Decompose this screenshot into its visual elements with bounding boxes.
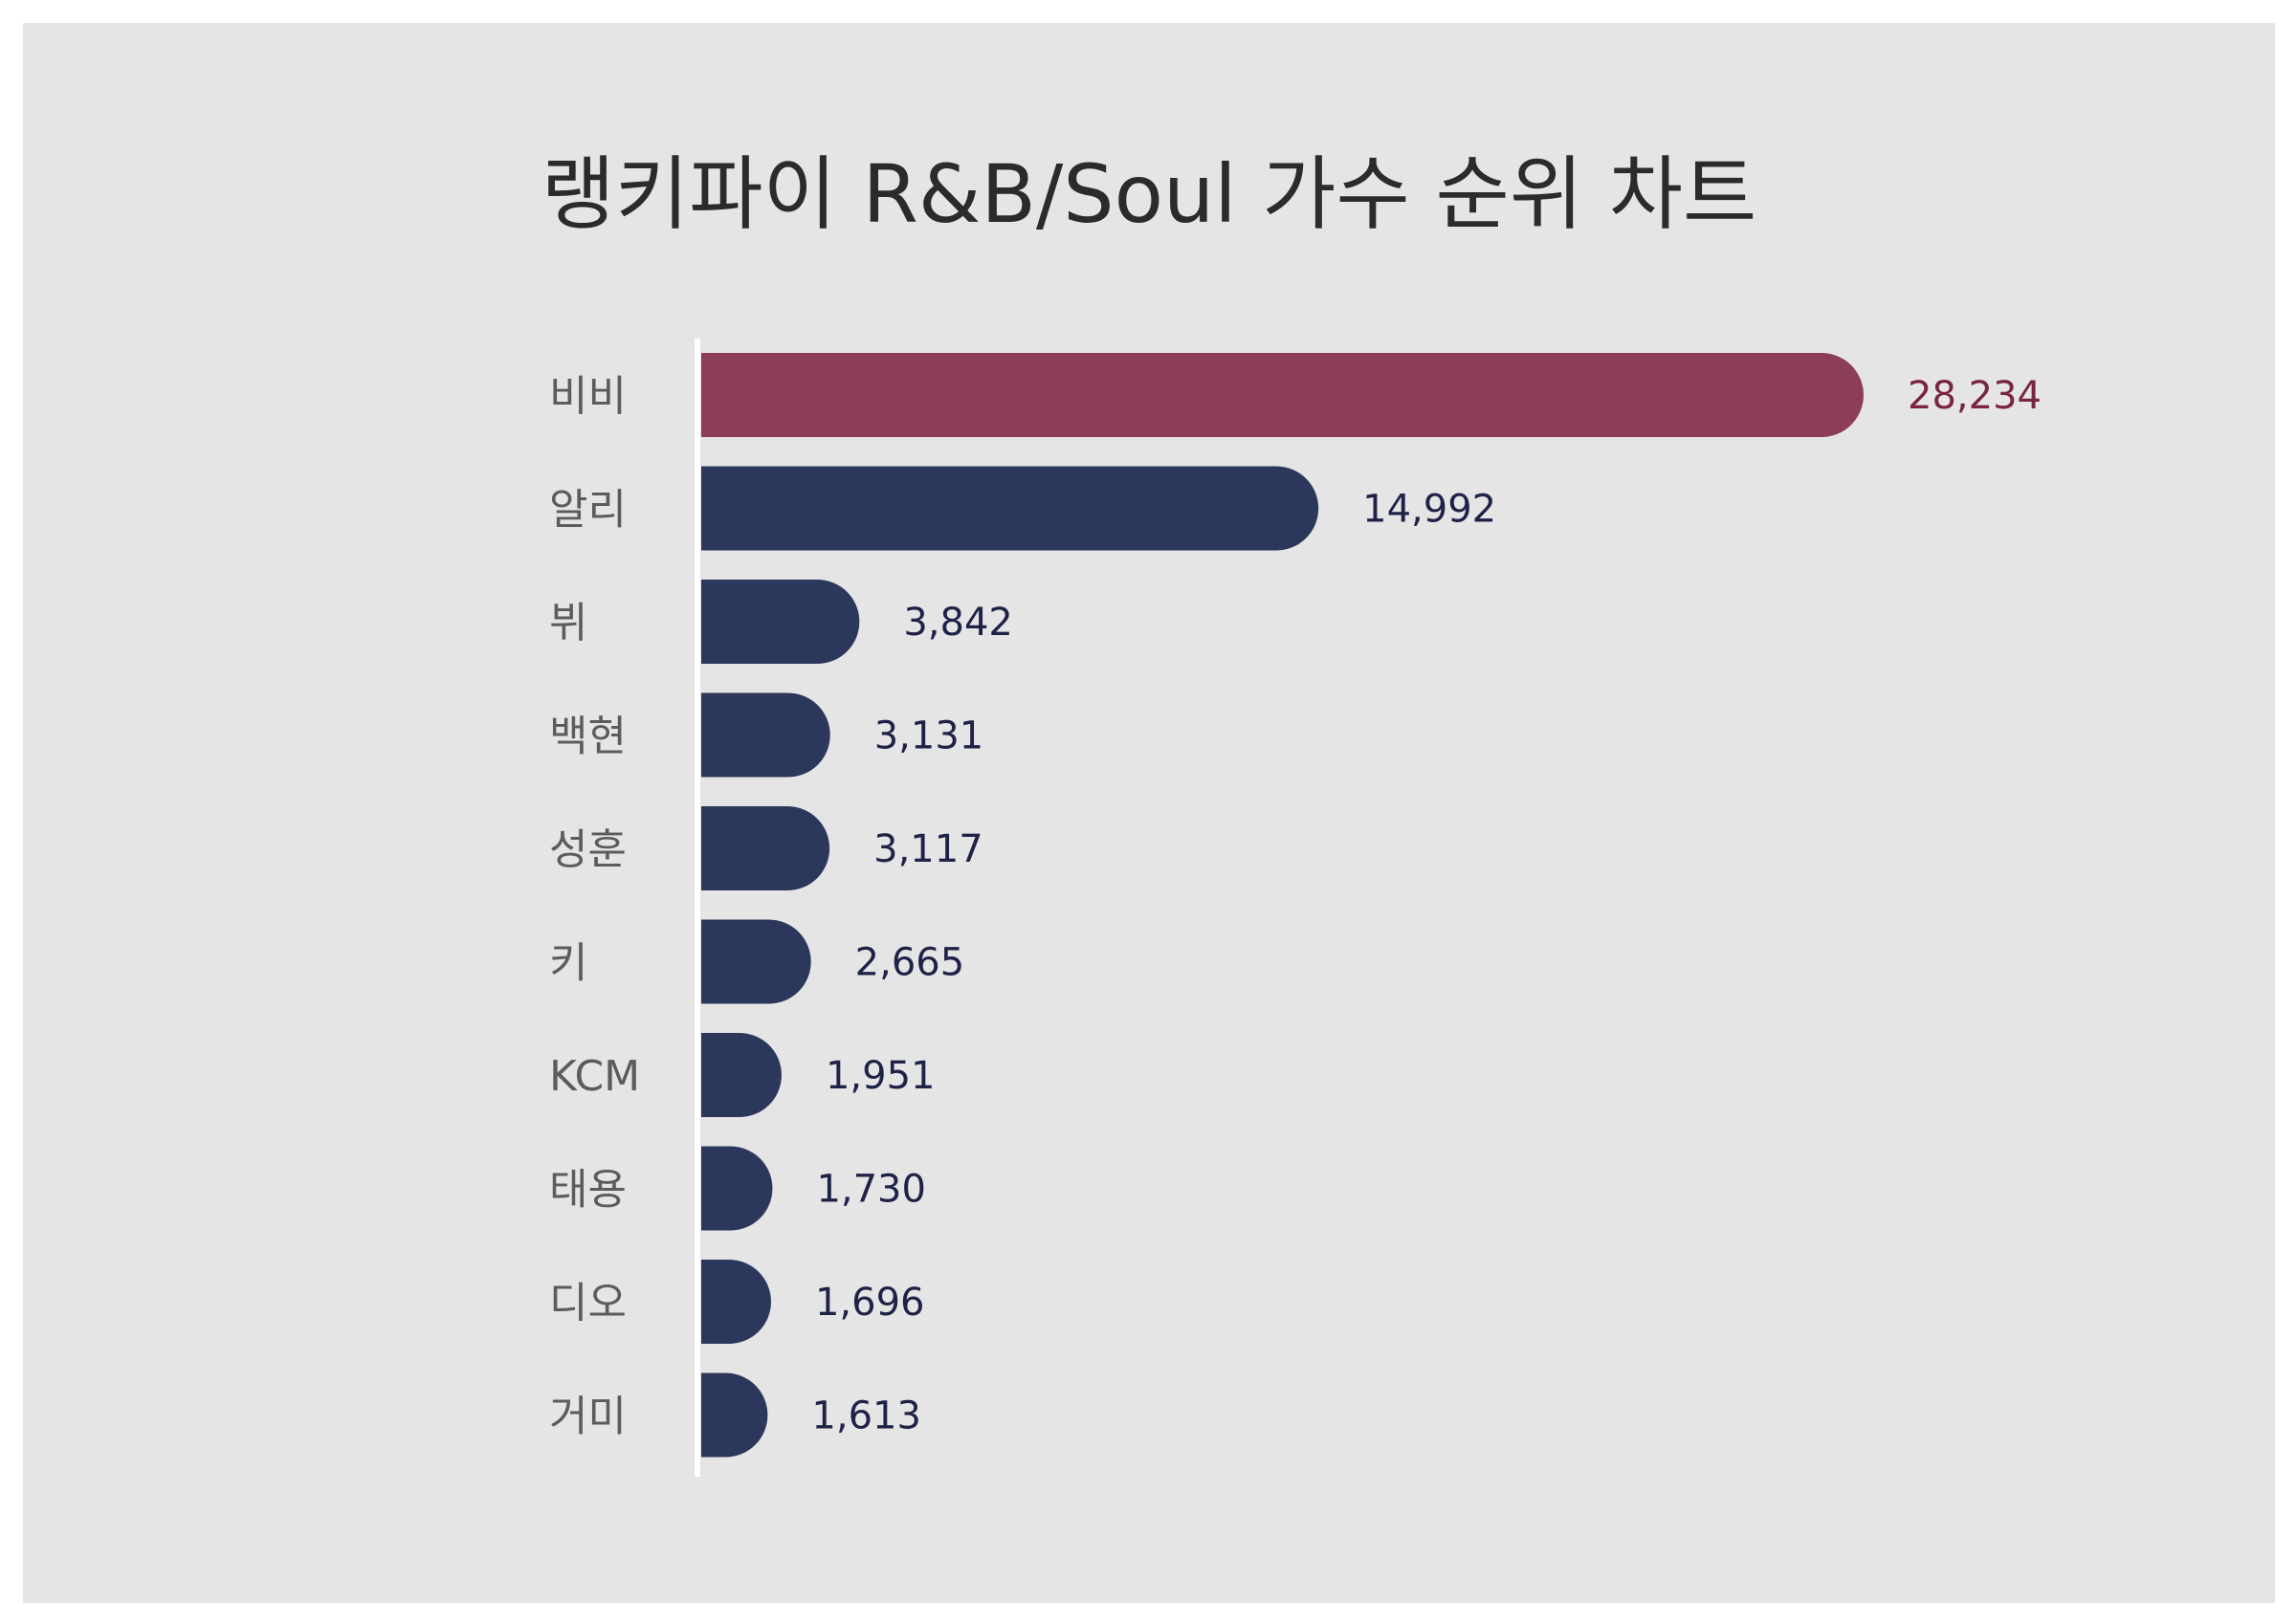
bar <box>701 1033 782 1117</box>
category-label: 알리 <box>549 486 627 535</box>
value-label: 3,842 <box>903 601 1013 645</box>
category-label: 성훈 <box>549 825 627 874</box>
value-label: 1,696 <box>815 1281 925 1325</box>
category-label: 디오 <box>549 1279 627 1328</box>
bar <box>701 1372 768 1458</box>
category-label: 태용 <box>549 1166 627 1215</box>
bar <box>701 353 1864 437</box>
chart-title: 랭키파이 R&B/Soul 가수 순위 차트 <box>541 147 1757 241</box>
value-label: 3,131 <box>874 714 984 758</box>
value-label: 1,613 <box>811 1394 921 1438</box>
bar <box>701 806 830 890</box>
category-label: 비비 <box>549 372 627 421</box>
value-labels: 28,234 14,992 3,842 3,131 3,117 2,665 1,951 1,7… <box>811 374 2042 1438</box>
category-label: KCM <box>549 1052 640 1101</box>
bar <box>701 692 830 778</box>
bar <box>701 1260 771 1344</box>
bars-group <box>701 353 1864 1458</box>
value-label: 3,117 <box>873 827 983 871</box>
category-label: 거미 <box>549 1393 627 1441</box>
category-label: 뷔 <box>549 599 587 647</box>
value-label: 1,730 <box>816 1168 926 1212</box>
value-label: 14,992 <box>1362 488 1496 532</box>
value-label: 1,951 <box>826 1054 936 1098</box>
bar <box>701 580 860 664</box>
value-label: 28,234 <box>1908 374 2042 418</box>
bar <box>701 466 1319 551</box>
value-label: 2,665 <box>855 941 965 985</box>
bar <box>701 919 811 1004</box>
category-label: 키 <box>549 939 587 988</box>
y-axis-line <box>695 339 700 1477</box>
bar <box>701 1146 773 1231</box>
category-label: 백현 <box>549 713 627 761</box>
